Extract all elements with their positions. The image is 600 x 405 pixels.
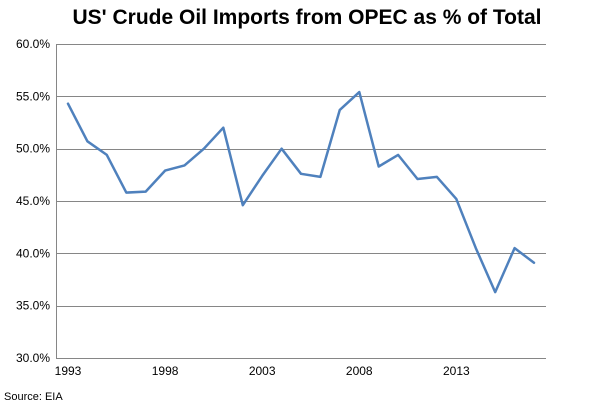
source-note: Source: EIA (4, 391, 63, 403)
x-tick-label: 1993 (55, 364, 82, 378)
y-tick-label: 45.0% (16, 194, 50, 208)
x-tick-label: 2013 (443, 364, 470, 378)
gridlines (56, 44, 546, 307)
x-axis-ticks: 1993 1998 2003 2008 2013 (55, 364, 470, 378)
x-tick-label: 2003 (249, 364, 276, 378)
y-tick-label: 60.0% (16, 37, 50, 51)
chart-title: US' Crude Oil Imports from OPEC as % of … (73, 6, 542, 29)
y-tick-label: 30.0% (16, 351, 50, 365)
series-line-opec-share (66, 90, 536, 294)
y-axis-ticks: 30.0% 35.0% 40.0% 45.0% 50.0% 55.0% 60.0% (16, 37, 50, 365)
x-tick-label: 1998 (152, 364, 179, 378)
y-tick-label: 50.0% (16, 142, 50, 156)
y-tick-label: 40.0% (16, 246, 50, 260)
y-tick-label: 55.0% (16, 89, 50, 103)
x-tick-label: 2008 (346, 364, 373, 378)
y-tick-label: 35.0% (16, 299, 50, 313)
